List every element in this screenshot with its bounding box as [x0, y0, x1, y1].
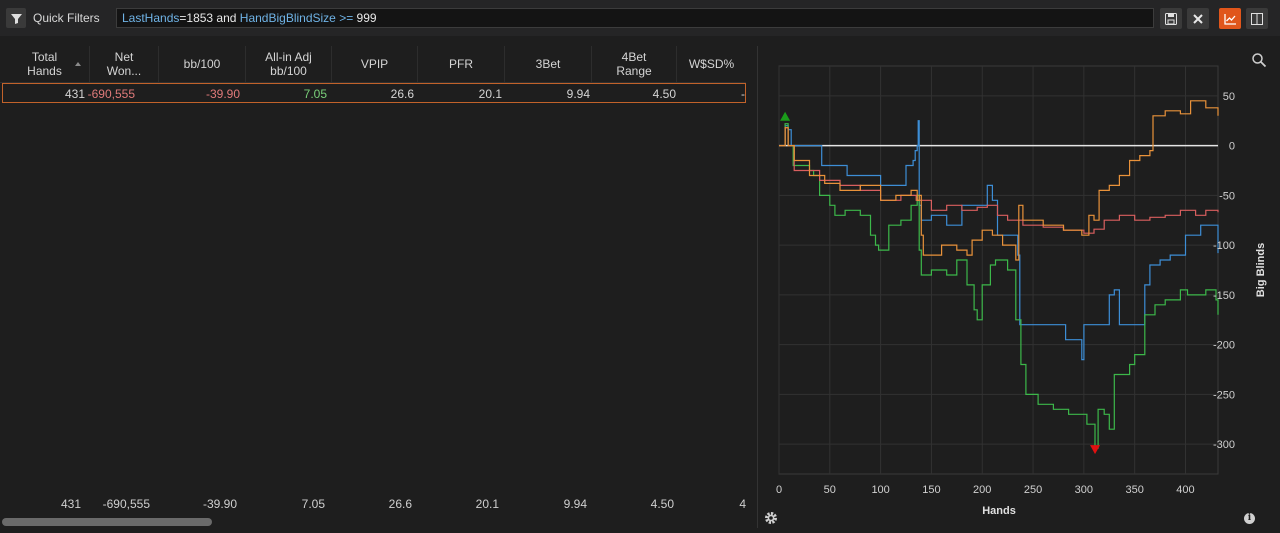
column-header-3bet[interactable]: 3Bet — [505, 46, 592, 82]
query-op-2: >= — [335, 11, 357, 25]
max-marker — [780, 111, 791, 121]
column-header-bb100[interactable]: bb/100 — [159, 46, 246, 82]
query-and: and — [213, 11, 240, 25]
y-tick-label: -300 — [1213, 439, 1235, 451]
y-tick-label: -150 — [1213, 290, 1235, 302]
column-header-pfr[interactable]: PFR — [418, 46, 505, 82]
y-tick-label: 0 — [1229, 141, 1235, 153]
cell-pfr: 20.1 — [478, 87, 502, 101]
x-tick-label: 300 — [1075, 484, 1093, 496]
extreme-markers — [780, 111, 1101, 455]
query-op-1: = — [179, 11, 187, 25]
summary-4bet-range: 4.50 — [650, 497, 674, 511]
summary-pfr: 20.1 — [475, 497, 499, 511]
split-view-icon — [1251, 12, 1263, 25]
column-header-net-won[interactable]: Net Won... — [90, 46, 159, 82]
y-tick-label: -100 — [1213, 240, 1235, 252]
x-axis-label: Hands — [982, 505, 1016, 517]
x-tick-label: 250 — [1024, 484, 1042, 496]
query-key-1: LastHands — [122, 11, 180, 25]
cell-3bet: 9.94 — [566, 87, 590, 101]
x-axis-ticks: 0 50 100 150 200 250 300 350 400 — [776, 484, 1195, 496]
x-tick-label: 50 — [824, 484, 836, 496]
filter-icon[interactable] — [6, 8, 26, 28]
clear-filter-button[interactable] — [1187, 8, 1209, 29]
query-key-2: HandBigBlindSize — [239, 11, 336, 25]
scrollbar-thumb[interactable] — [2, 518, 212, 526]
query-val-1: 1853 — [186, 11, 214, 25]
sort-asc-icon — [75, 62, 81, 66]
filter-query-input[interactable]: LastHands=1853 and HandBigBlindSize >= 9… — [116, 8, 1154, 28]
cell-vpip: 26.6 — [390, 87, 414, 101]
plot-area — [778, 65, 1219, 475]
y-tick-label: -250 — [1213, 389, 1235, 401]
cell-wsd: - — [741, 87, 745, 101]
column-header-total-hands[interactable]: Total Hands — [0, 46, 90, 82]
series-line-2 — [779, 123, 1219, 449]
series-line-1 — [779, 120, 1219, 361]
x-tick-label: 200 — [973, 484, 991, 496]
table-row[interactable]: 431 -690,555 -39.90 7.05 26.6 20.1 9.94 … — [2, 83, 746, 103]
split-view-button[interactable] — [1246, 8, 1268, 29]
table-header: Total Hands Net Won... bb/100 All-in Adj bb… — [0, 46, 746, 83]
series-line-4 — [779, 100, 1219, 261]
x-tick-label: 0 — [776, 484, 782, 496]
column-header-vpip[interactable]: VPIP — [332, 46, 418, 82]
summary-allin-adj-bb100: 7.05 — [301, 497, 325, 511]
series-lines — [779, 100, 1219, 449]
summary-total-hands: 431 — [60, 497, 81, 511]
stats-table-panel: Total Hands Net Won... bb/100 All-in Adj bb… — [0, 46, 746, 528]
info-icon[interactable]: i — [1244, 513, 1255, 524]
graph-view-button[interactable] — [1219, 8, 1241, 29]
save-filter-button[interactable] — [1160, 8, 1182, 29]
horizontal-scrollbar[interactable] — [0, 516, 746, 528]
cell-total-hands: 431 — [64, 87, 85, 101]
y-axis-label: Big Blinds — [1255, 243, 1267, 297]
query-val-2: 999 — [356, 11, 377, 25]
x-tick-label: 350 — [1125, 484, 1143, 496]
y-axis-ticks: 50 0 -50 -100 -150 -200 -250 -300 — [1213, 91, 1235, 451]
column-header-4bet-range[interactable]: 4Bet Range — [592, 46, 677, 82]
summary-bb100: -39.90 — [202, 497, 237, 511]
cell-net-won: -690,555 — [87, 87, 135, 101]
table-summary-row: 431 -690,555 -39.90 7.05 26.6 20.1 9.94 … — [0, 495, 746, 513]
cell-4bet-range: 4.50 — [652, 87, 676, 101]
min-marker — [1090, 445, 1101, 455]
y-tick-label: -50 — [1219, 190, 1235, 202]
cell-allin-adj-bb100: 7.05 — [303, 87, 327, 101]
y-tick-label: -200 — [1213, 340, 1235, 352]
column-header-allin-adj-bb100[interactable]: All-in Adj bb/100 — [246, 46, 332, 82]
summary-vpip: 26.6 — [388, 497, 412, 511]
column-header-wsd[interactable]: W$SD% — [688, 57, 735, 71]
winnings-graph: 0 50 100 150 200 250 300 350 400 50 0 -50 -100 -150 -… — [776, 65, 1267, 517]
gear-icon[interactable] — [763, 510, 779, 526]
clear-icon — [1193, 13, 1203, 24]
x-tick-label: 150 — [922, 484, 940, 496]
zoom-icon[interactable] — [1251, 52, 1267, 68]
summary-wsd: 4 — [739, 497, 746, 511]
quick-filters-label[interactable]: Quick Filters — [33, 11, 100, 25]
x-tick-label: 100 — [871, 484, 889, 496]
panel-splitter[interactable] — [757, 46, 758, 528]
cell-bb100: -39.90 — [205, 87, 240, 101]
summary-3bet: 9.94 — [563, 497, 587, 511]
graph-icon — [1223, 13, 1236, 25]
quick-filter-bar: Quick Filters LastHands=1853 and HandBig… — [0, 0, 1280, 36]
summary-net-won: -690,555 — [102, 497, 150, 511]
x-tick-label: 400 — [1176, 484, 1194, 496]
y-tick-label: 50 — [1223, 91, 1235, 103]
save-icon — [1165, 12, 1177, 25]
